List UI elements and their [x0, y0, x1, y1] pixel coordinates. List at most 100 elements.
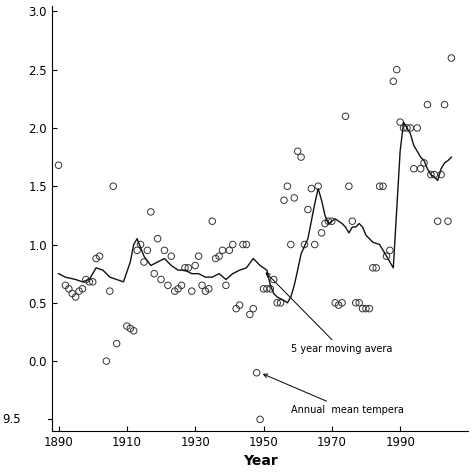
- Point: [72, 293, 80, 301]
- Point: [253, 369, 261, 376]
- Point: [62, 282, 69, 289]
- Point: [209, 218, 216, 225]
- Point: [280, 196, 288, 204]
- Point: [198, 282, 206, 289]
- Point: [338, 299, 346, 307]
- Point: [188, 287, 196, 295]
- Point: [154, 235, 162, 243]
- Point: [178, 282, 185, 289]
- Point: [164, 282, 172, 289]
- Point: [311, 241, 319, 248]
- Point: [215, 252, 223, 260]
- Point: [195, 252, 202, 260]
- Point: [65, 285, 73, 292]
- Point: [113, 340, 120, 347]
- Point: [294, 147, 301, 155]
- Point: [348, 218, 356, 225]
- Point: [396, 118, 404, 126]
- Point: [356, 299, 363, 307]
- Point: [106, 287, 114, 295]
- Point: [427, 171, 435, 178]
- Point: [130, 327, 137, 335]
- Point: [55, 162, 63, 169]
- Point: [226, 246, 233, 254]
- Point: [249, 305, 257, 312]
- Point: [212, 255, 219, 262]
- Point: [283, 182, 291, 190]
- X-axis label: Year: Year: [243, 455, 277, 468]
- Point: [410, 165, 418, 173]
- Point: [413, 124, 421, 132]
- Point: [342, 112, 349, 120]
- Point: [133, 246, 141, 254]
- Point: [137, 241, 144, 248]
- Point: [140, 258, 148, 266]
- Point: [362, 305, 370, 312]
- Point: [144, 246, 151, 254]
- Point: [150, 270, 158, 277]
- Point: [256, 416, 264, 423]
- Point: [181, 264, 189, 272]
- Point: [444, 218, 452, 225]
- Point: [266, 285, 274, 292]
- Point: [232, 305, 240, 312]
- Point: [239, 241, 247, 248]
- Point: [89, 278, 97, 286]
- Point: [191, 262, 199, 269]
- Point: [400, 124, 407, 132]
- Point: [96, 252, 103, 260]
- Point: [205, 285, 213, 292]
- Point: [229, 241, 237, 248]
- Point: [109, 182, 117, 190]
- Point: [335, 301, 342, 309]
- Point: [277, 299, 284, 307]
- Point: [308, 185, 315, 192]
- Point: [260, 285, 267, 292]
- Point: [417, 165, 424, 173]
- Point: [447, 54, 455, 62]
- Point: [123, 322, 131, 330]
- Point: [219, 246, 226, 254]
- Point: [157, 276, 165, 283]
- Point: [301, 241, 308, 248]
- Point: [243, 241, 250, 248]
- Point: [161, 246, 168, 254]
- Point: [386, 246, 394, 254]
- Point: [379, 182, 387, 190]
- Point: [321, 220, 329, 228]
- Point: [345, 182, 353, 190]
- Point: [236, 301, 243, 309]
- Point: [184, 264, 192, 272]
- Text: 5 year moving avera: 5 year moving avera: [266, 273, 392, 355]
- Point: [438, 171, 445, 178]
- Point: [270, 276, 278, 283]
- Point: [393, 66, 401, 73]
- Point: [201, 287, 209, 295]
- Point: [420, 159, 428, 167]
- Point: [383, 252, 390, 260]
- Point: [376, 182, 383, 190]
- Point: [407, 124, 414, 132]
- Point: [403, 124, 411, 132]
- Point: [441, 101, 448, 109]
- Point: [79, 285, 86, 292]
- Point: [325, 218, 332, 225]
- Point: [171, 287, 179, 295]
- Point: [273, 299, 281, 307]
- Text: 9.5: 9.5: [2, 413, 20, 426]
- Point: [222, 282, 230, 289]
- Point: [167, 252, 175, 260]
- Text: Annual  mean tempera: Annual mean tempera: [264, 374, 404, 415]
- Point: [246, 310, 254, 318]
- Point: [291, 194, 298, 201]
- Point: [430, 171, 438, 178]
- Point: [304, 206, 312, 213]
- Point: [328, 218, 336, 225]
- Point: [373, 264, 380, 272]
- Point: [287, 241, 295, 248]
- Point: [92, 255, 100, 262]
- Point: [82, 276, 90, 283]
- Point: [127, 325, 134, 332]
- Point: [68, 290, 76, 297]
- Point: [359, 305, 366, 312]
